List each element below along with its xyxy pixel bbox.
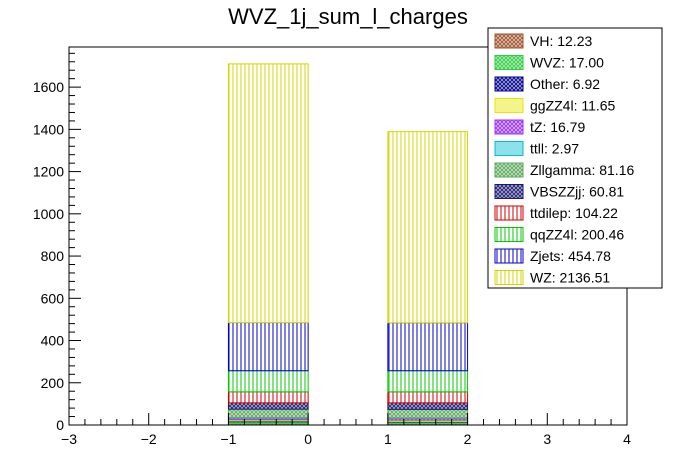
- bar-segment: [227, 408, 309, 419]
- legend-swatch: [494, 227, 524, 242]
- legend-swatch: [494, 270, 524, 285]
- legend-entry: Zllgamma: 81.16: [530, 162, 634, 178]
- y-tick-label: 1400: [33, 121, 64, 137]
- x-axis: −3 −2 −1 0 1 2 3 4: [61, 413, 631, 447]
- y-tick-label: 800: [41, 248, 65, 264]
- bar-segment: [227, 63, 309, 324]
- x-tick-label: 0: [304, 431, 312, 447]
- bar-segment: [227, 391, 309, 404]
- bar-segment: [227, 322, 309, 372]
- bar-segment: [387, 402, 469, 410]
- legend-entry: Other: 6.92: [530, 76, 600, 92]
- y-tick-label: 1000: [33, 206, 64, 222]
- y-tick-label: 400: [41, 333, 65, 349]
- legend-entry: ttll: 2.97: [530, 141, 579, 157]
- x-tick-label: −3: [61, 431, 77, 447]
- legend-entry: VH: 12.23: [530, 33, 592, 49]
- legend-entry: ttdilep: 104.22: [530, 205, 618, 221]
- x-tick-label: −1: [220, 431, 236, 447]
- y-axis: 0 200 400 600 800 1000 1200 1400 1600: [33, 52, 81, 433]
- legend-swatch: [494, 55, 524, 70]
- legend-entry: VBSZZjj: 60.81: [530, 184, 624, 200]
- x-tick-label: 4: [623, 431, 631, 447]
- legend-swatch: [494, 205, 524, 221]
- legend-entry: WVZ: 17.00: [530, 55, 604, 71]
- legend-swatch: [494, 248, 524, 264]
- y-tick-label: 0: [56, 417, 64, 433]
- legend-entry: WZ: 2136.51: [530, 270, 610, 286]
- legend-swatch: [494, 162, 524, 178]
- bar-segment: [387, 131, 469, 324]
- x-tick-label: −2: [141, 431, 157, 447]
- legend: VH: 12.23 WVZ: 17.00 Other: 6.92 ggZZ4l: 11…: [487, 27, 663, 289]
- bar-segment: [227, 370, 309, 393]
- legend-entry: Zjets: 454.78: [530, 248, 611, 264]
- y-tick-label: 1200: [33, 164, 64, 180]
- bar-segment: [387, 408, 469, 419]
- y-tick-label: 600: [41, 290, 65, 306]
- bar-segment: [387, 322, 469, 372]
- legend-entry: qqZZ4l: 200.46: [530, 227, 624, 243]
- legend-swatch: [494, 76, 524, 92]
- bar-segment: [227, 402, 309, 410]
- y-tick-label: 1600: [33, 79, 64, 95]
- bar-segment: [387, 370, 469, 393]
- legend-swatch: [494, 98, 524, 113]
- legend-swatch: [494, 33, 524, 49]
- stacked-bars: [227, 63, 469, 426]
- x-tick-label: 3: [543, 431, 551, 447]
- legend-entry: ggZZ4l: 11.65: [530, 98, 616, 114]
- legend-box: [487, 27, 663, 289]
- legend-entry: tZ: 16.79: [530, 119, 585, 135]
- legend-swatch: [494, 119, 524, 135]
- legend-swatch: [494, 141, 524, 156]
- bar-segment: [387, 391, 469, 404]
- x-tick-label: 2: [464, 431, 472, 447]
- y-tick-label: 200: [41, 375, 65, 391]
- chart-title: WVZ_1j_sum_l_charges: [228, 4, 468, 29]
- x-tick-label: 1: [384, 431, 392, 447]
- legend-swatch: [494, 184, 524, 199]
